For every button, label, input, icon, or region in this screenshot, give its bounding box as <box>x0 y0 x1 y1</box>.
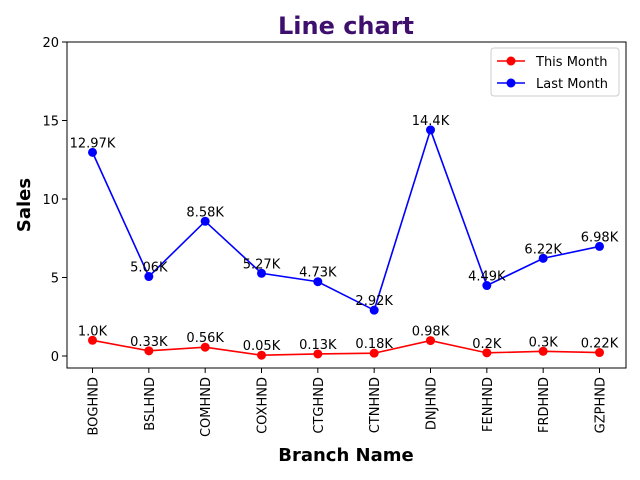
data-point <box>595 348 604 358</box>
data-label: 6.98K <box>581 230 619 245</box>
data-label: 0.33K <box>130 335 168 350</box>
x-tick-label: FENHND <box>481 377 496 432</box>
x-tick-label: COMHND <box>199 377 214 437</box>
data-label: 0.2K <box>472 337 502 352</box>
data-point <box>538 253 548 263</box>
x-tick-label: GZPHND <box>594 377 609 433</box>
data-label: 4.73K <box>299 266 337 281</box>
data-point <box>257 350 266 360</box>
data-point <box>144 272 154 282</box>
series-line-1 <box>91 127 600 312</box>
data-label: 8.58K <box>186 205 224 220</box>
x-tick-label: BOGHND <box>87 377 102 436</box>
legend-box <box>490 47 620 97</box>
series-line-0 <box>92 339 600 357</box>
data-label: 2.92K <box>355 294 393 309</box>
x-axis-title: Branch Name <box>278 445 413 466</box>
x-tick-label: CTNHND <box>368 377 383 433</box>
data-label: 12.97K <box>70 136 116 151</box>
legend-label: Last Month <box>536 77 608 92</box>
legend: This Month Last Month <box>490 47 620 97</box>
data-point <box>595 241 604 251</box>
chart-title: Line chart <box>278 12 414 40</box>
data-label: 0.56K <box>186 331 224 346</box>
data-label: 5.06K <box>130 261 168 276</box>
legend-marker <box>506 56 516 66</box>
x-tick-label: DNJHND <box>425 377 440 430</box>
data-label: 6.22K <box>524 242 562 257</box>
data-label: 0.05K <box>243 339 281 354</box>
data-label: 0.18K <box>355 337 393 352</box>
data-point <box>482 348 492 358</box>
y-tick-label: 15 <box>42 115 59 130</box>
legend-marker <box>506 78 516 88</box>
data-point <box>200 342 210 352</box>
y-tick-label: 10 <box>42 193 59 208</box>
data-point <box>88 147 97 157</box>
y-tick-label: 20 <box>42 36 59 51</box>
data-point <box>538 346 548 356</box>
legend-label: This Month <box>535 55 607 70</box>
data-point <box>313 349 323 359</box>
plot-area: 0 5 10 15 20 BOGHND BSLHND COMHND COXHND CTGHND CT… <box>42 36 627 437</box>
data-label: 4.49K <box>468 270 506 285</box>
plot-frame <box>66 41 627 369</box>
y-axis-title: Sales <box>14 178 35 232</box>
data-label: 5.27K <box>243 257 281 272</box>
data-point <box>200 216 210 226</box>
data-point <box>482 281 492 291</box>
x-tick-label: COXHND <box>256 377 271 434</box>
data-point <box>257 268 266 278</box>
data-label: 14.4K <box>412 114 450 129</box>
data-point <box>88 335 97 345</box>
data-label: 0.22K <box>581 337 619 352</box>
data-label: 0.3K <box>529 335 559 350</box>
data-point <box>144 346 154 356</box>
x-tick-label: CTGHND <box>312 377 327 434</box>
data-point <box>426 336 435 346</box>
x-tick-label: FRDHND <box>537 377 552 433</box>
x-tick-label: BSLHND <box>143 377 158 431</box>
data-point <box>369 305 379 315</box>
data-label: 0.98K <box>412 325 450 340</box>
data-label: 1.0K <box>78 324 108 339</box>
data-label: 0.13K <box>299 338 337 353</box>
y-tick-label: 0 <box>51 350 59 365</box>
data-point <box>426 125 435 135</box>
data-point <box>313 277 323 287</box>
data-point <box>369 348 379 358</box>
y-tick-label: 5 <box>51 272 59 287</box>
